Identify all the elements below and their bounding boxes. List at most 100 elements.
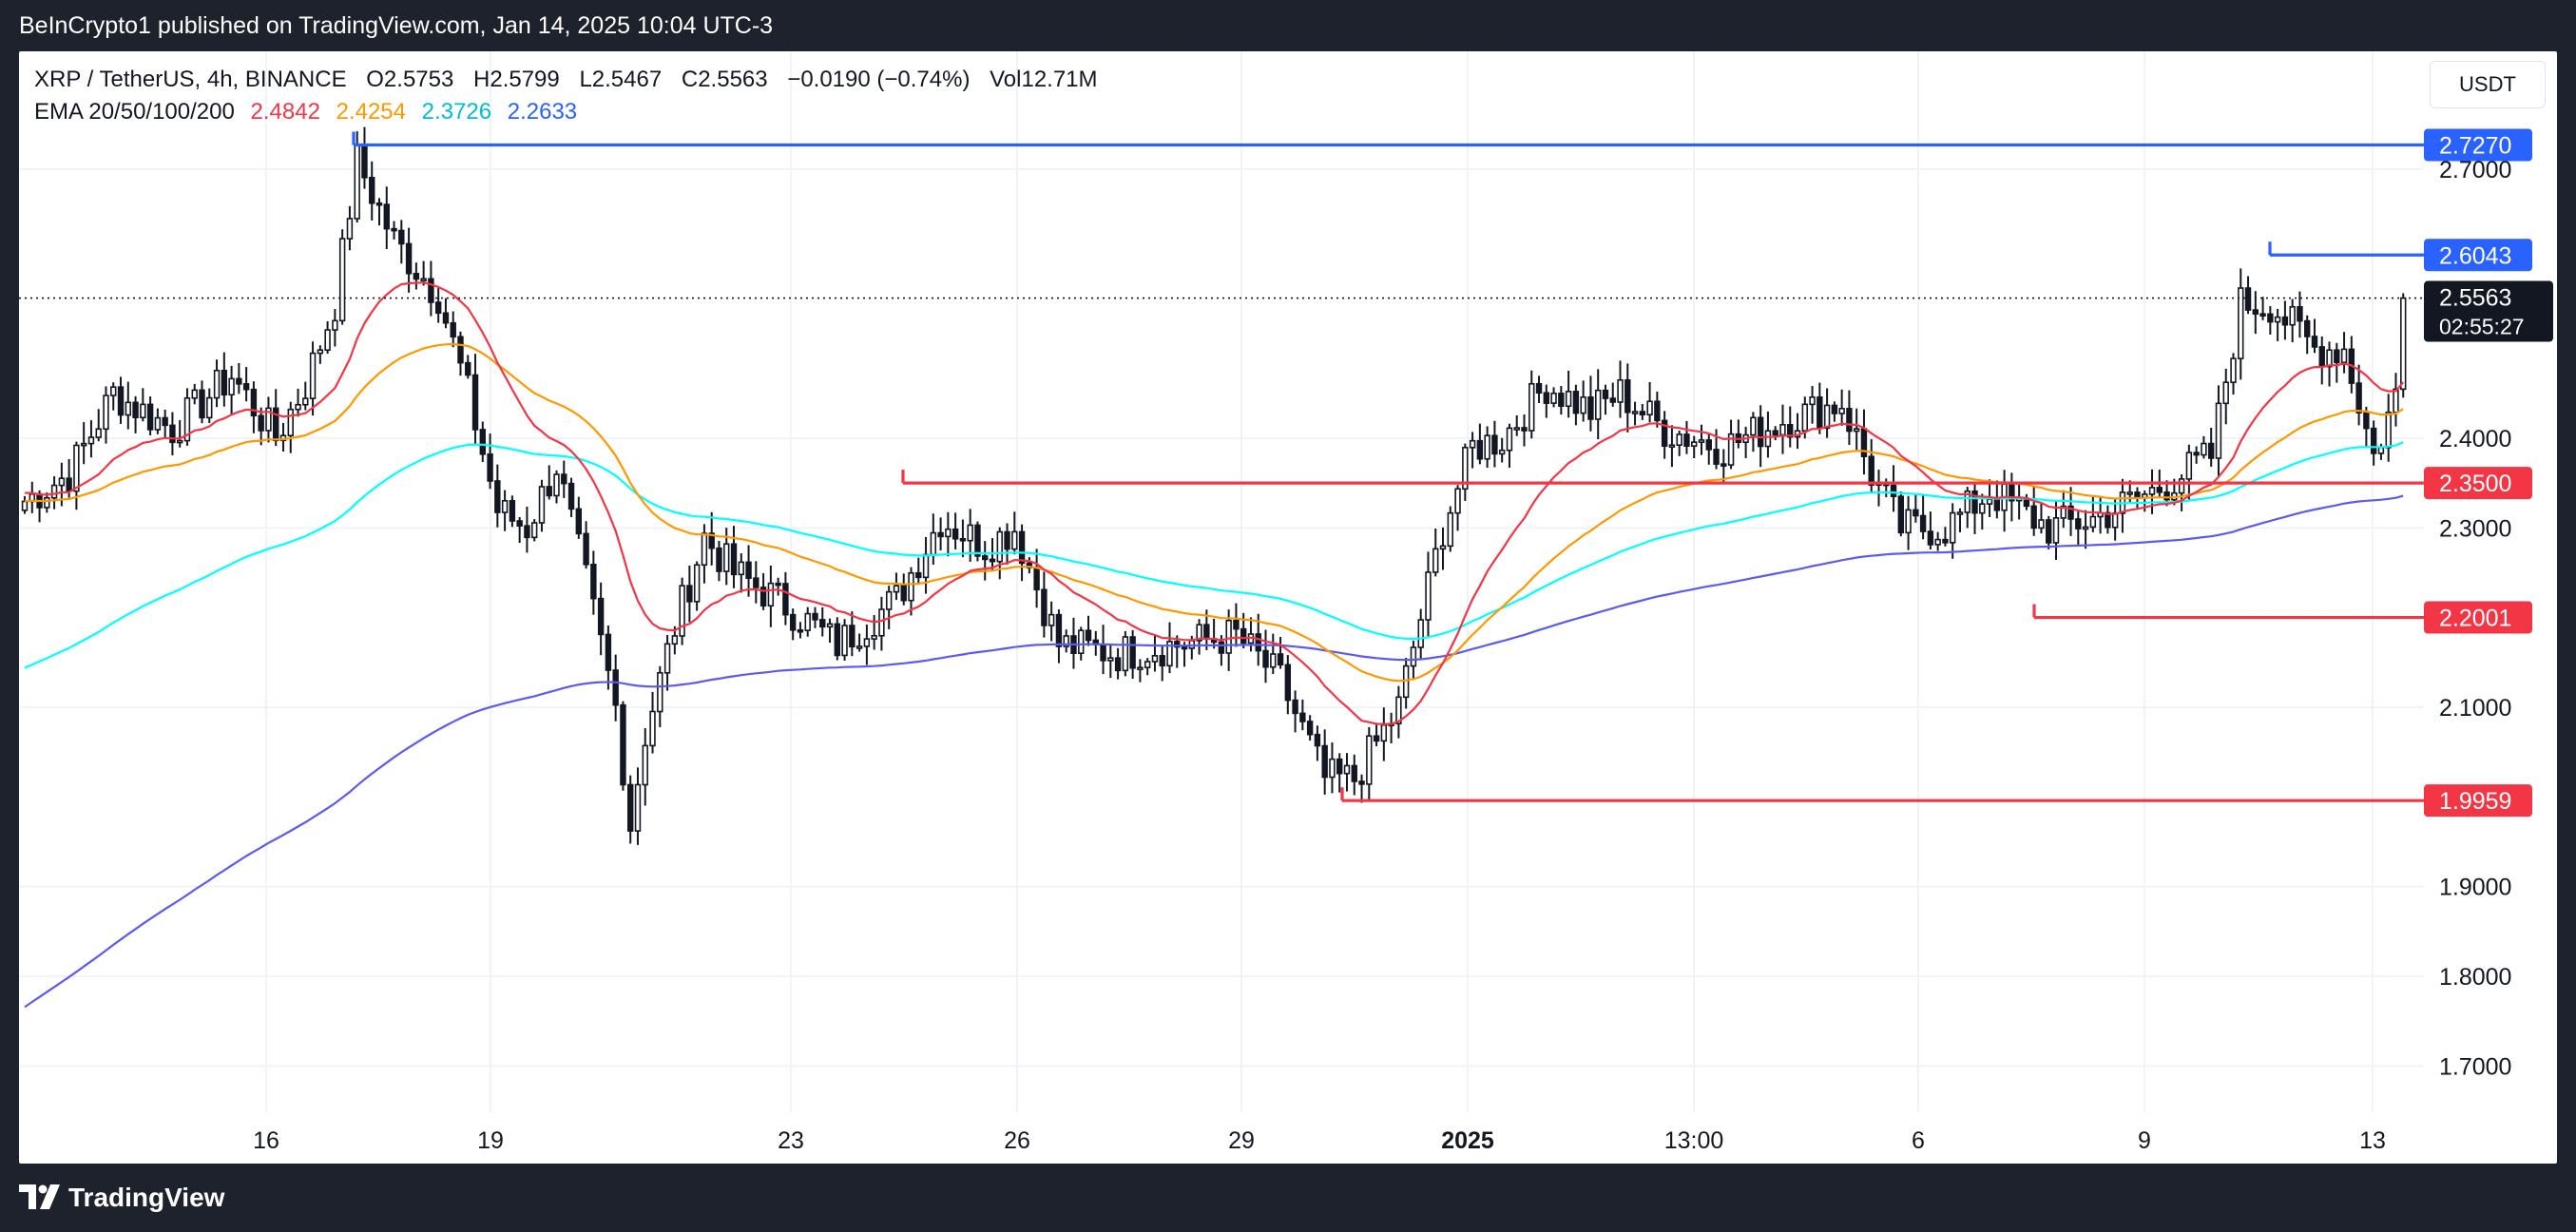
candle[interactable] — [1004, 523, 1010, 565]
candle[interactable] — [530, 519, 538, 542]
candle[interactable] — [1817, 382, 1823, 434]
candle[interactable] — [620, 701, 626, 791]
candle[interactable] — [922, 536, 930, 594]
candle[interactable] — [1942, 527, 1949, 547]
candle[interactable] — [1860, 409, 1868, 475]
candle[interactable] — [649, 691, 656, 754]
candle[interactable] — [2222, 368, 2229, 425]
candle[interactable] — [590, 550, 597, 615]
candle[interactable] — [1831, 401, 1838, 422]
candle[interactable] — [1314, 725, 1321, 761]
candle[interactable] — [1668, 425, 1676, 468]
candle[interactable] — [1388, 712, 1394, 743]
candle[interactable] — [1572, 384, 1580, 426]
candle[interactable] — [273, 389, 279, 447]
candle[interactable] — [1735, 419, 1742, 449]
candle[interactable] — [1513, 414, 1520, 436]
candle[interactable] — [1905, 495, 1912, 550]
candle[interactable] — [1432, 528, 1439, 577]
candle[interactable] — [338, 229, 346, 325]
candle[interactable] — [1646, 381, 1653, 423]
candle[interactable] — [2215, 385, 2222, 477]
candle[interactable] — [871, 615, 877, 650]
candle[interactable] — [1366, 726, 1373, 800]
candle[interactable] — [236, 362, 242, 395]
candle[interactable] — [479, 421, 487, 463]
candle[interactable] — [405, 227, 413, 293]
candle[interactable] — [1949, 503, 1956, 559]
candle[interactable] — [1683, 420, 1690, 454]
candle[interactable] — [2244, 276, 2252, 315]
candle[interactable] — [900, 573, 907, 606]
candle[interactable] — [1875, 470, 1882, 507]
candle[interactable] — [73, 441, 80, 510]
time-axis[interactable]: 16 19 23 26 29 2025 13:00 6 9 13 — [253, 1127, 2386, 1154]
candle[interactable] — [1343, 753, 1351, 792]
candle[interactable] — [2259, 297, 2266, 320]
candle[interactable] — [361, 126, 368, 189]
candle[interactable] — [2274, 308, 2281, 341]
candle[interactable] — [1151, 635, 1159, 672]
ema-label[interactable]: EMA 20/50/100/200 — [34, 99, 235, 125]
candle[interactable] — [1055, 609, 1063, 664]
candle[interactable] — [2015, 484, 2023, 520]
candle[interactable] — [2052, 500, 2060, 560]
candle[interactable] — [1787, 406, 1794, 448]
candle[interactable] — [206, 388, 213, 424]
candle[interactable] — [775, 577, 781, 596]
candle[interactable] — [1011, 511, 1018, 555]
candle[interactable] — [1794, 413, 1801, 450]
resistance-2.7270-label[interactable]: 2.7270 — [2424, 128, 2532, 162]
candle[interactable] — [2297, 291, 2303, 338]
candle[interactable] — [855, 633, 863, 652]
candle[interactable] — [413, 262, 420, 290]
candle[interactable] — [575, 496, 583, 539]
candle[interactable] — [279, 423, 287, 452]
candle[interactable] — [1535, 375, 1543, 404]
candle[interactable] — [309, 341, 317, 416]
candle[interactable] — [708, 511, 715, 566]
candle[interactable] — [1395, 685, 1402, 739]
candle[interactable] — [893, 572, 900, 601]
candle[interactable] — [1247, 617, 1255, 652]
candle[interactable] — [442, 298, 450, 329]
candle[interactable] — [561, 460, 567, 498]
candle[interactable] — [2075, 510, 2082, 548]
candle[interactable] — [1447, 506, 1453, 552]
candle[interactable] — [1676, 430, 1682, 456]
candle[interactable] — [1417, 608, 1424, 660]
candle[interactable] — [1048, 601, 1055, 642]
candle[interactable] — [457, 331, 464, 376]
candle[interactable] — [375, 198, 383, 226]
candle[interactable] — [663, 634, 671, 691]
candle[interactable] — [597, 582, 605, 656]
candle[interactable] — [2082, 510, 2089, 549]
candle[interactable] — [1033, 549, 1040, 608]
candle[interactable] — [908, 567, 914, 616]
candle[interactable] — [974, 521, 981, 562]
candle[interactable] — [2207, 427, 2215, 467]
candle[interactable] — [265, 396, 272, 443]
candle[interactable] — [1624, 363, 1631, 433]
price-scale[interactable]: 2.7000 2.4000 2.3000 2.1000 1.9000 1.8000 1.70… — [2424, 128, 2553, 1081]
candle[interactable] — [295, 388, 301, 417]
candle[interactable] — [2185, 444, 2193, 500]
candle[interactable] — [1964, 487, 1970, 529]
candle[interactable] — [738, 553, 744, 593]
support-2.3500-level[interactable] — [901, 470, 2424, 485]
candle[interactable] — [146, 395, 154, 436]
candle[interactable] — [117, 376, 125, 424]
candle[interactable] — [1321, 729, 1328, 795]
candle[interactable] — [1498, 437, 1506, 463]
candle[interactable] — [1602, 384, 1609, 415]
candle[interactable] — [1764, 411, 1772, 458]
candle[interactable] — [1846, 390, 1853, 446]
candle[interactable] — [162, 409, 168, 438]
candle[interactable] — [369, 161, 375, 221]
candle[interactable] — [1721, 449, 1727, 484]
candle[interactable] — [1491, 420, 1498, 468]
candle[interactable] — [1698, 424, 1705, 455]
candle[interactable] — [213, 359, 221, 408]
candle[interactable] — [657, 665, 663, 727]
candle[interactable] — [1380, 707, 1388, 761]
